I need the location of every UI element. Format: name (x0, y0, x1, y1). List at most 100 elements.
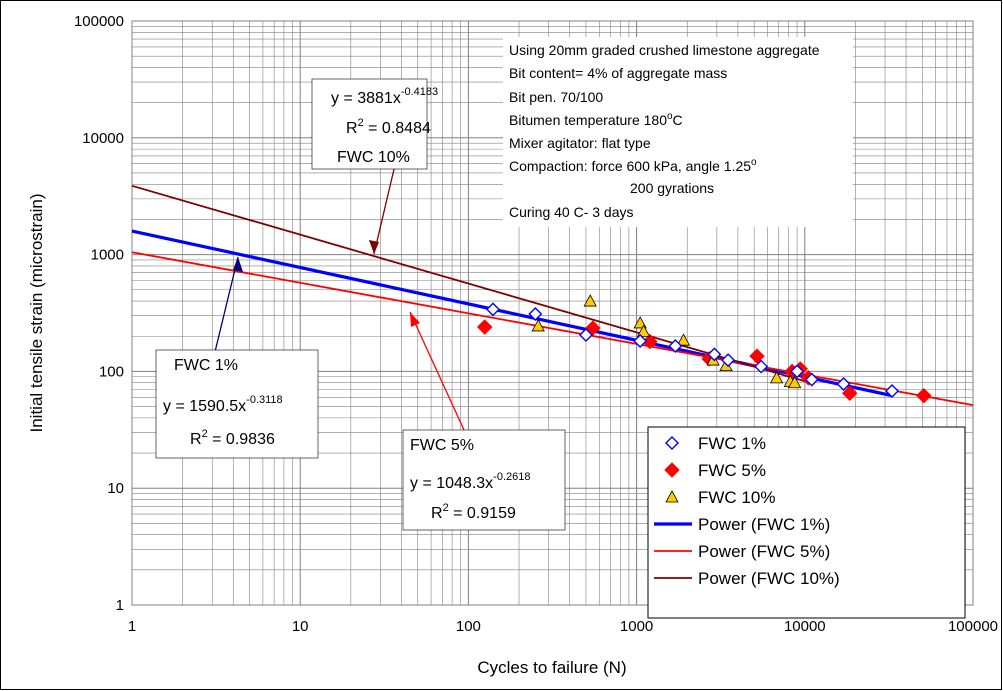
fwc1-annotation-bg (155, 349, 319, 459)
note-line-6: Compaction: force 600 kPa, angle 1.25o (509, 157, 757, 174)
fwc5-eq-main: y = 1048.3x (410, 475, 493, 492)
fwc10-arrowhead (369, 240, 379, 254)
fwc10-eq-exp: -0.4183 (401, 86, 438, 98)
note-line-4-sup: o (667, 111, 673, 122)
point-filled-diamond (916, 387, 932, 404)
trendline-fwc5 (131, 251, 974, 406)
fwc5-label: FWC 5% (410, 437, 474, 454)
x-tick-label: 1 (128, 618, 136, 635)
fwc10-annotation: y = 3881x-0.4183 R2 = 0.8484 FWC 10% (311, 78, 438, 170)
fwc5-eq-exp: -0.2618 (493, 471, 530, 483)
point-triangle (531, 319, 545, 332)
notes-box-bg (503, 37, 853, 227)
point-open-diamond (528, 307, 543, 321)
note-line-4: Bitumen temperature 180oC (509, 111, 683, 128)
y-tick-label: 10 (107, 480, 124, 497)
legend-entry-label: FWC 1% (698, 434, 766, 453)
fwc1-eq-main: y = 1590.5x (163, 398, 246, 415)
fwc5-annotation: FWC 5% y = 1048.3x-0.2618 R2 = 0.9159 (402, 429, 566, 531)
fwc10-r2-value: = 0.8484 (364, 120, 431, 137)
y-tick-label: 10000 (82, 130, 124, 147)
y-tick-label: 100000 (74, 13, 124, 30)
x-tick-label: 10000 (784, 618, 826, 635)
annotation-arrows (212, 164, 465, 431)
legend-symbol (664, 462, 680, 478)
point-open-diamond (578, 327, 593, 342)
fwc1-annotation: FWC 1% y = 1590.5x-0.3118 R2 = 0.9836 (155, 349, 319, 459)
note-line-7: 200 gyrations (630, 180, 714, 196)
tick-labels: 1 10 100 1000 10000 100000 1 10 100 1000 10000 1000… (74, 13, 998, 635)
fwc5-r2-label: R (431, 505, 443, 522)
point-open-diamond (668, 339, 683, 353)
note-line-1: Using 20mm graded crushed limestone aggr… (509, 42, 820, 58)
legend-symbol (665, 490, 679, 503)
point-open-diamond (804, 372, 819, 387)
y-tick-label: 1000 (91, 247, 124, 264)
fwc1-label: FWC 1% (174, 357, 238, 374)
note-line-6-text: Compaction: force 600 kPa, angle 1.25 (509, 158, 751, 174)
point-open-diamond (707, 347, 722, 362)
fwc1-arrowhead (233, 257, 243, 272)
fwc1-r2-label: R (190, 431, 202, 448)
fwc10-equation: y = 3881x-0.4183 (331, 86, 438, 107)
note-line-4-unit: C (673, 112, 683, 128)
point-open-diamond (754, 359, 769, 374)
y-tick-label: 100 (99, 363, 124, 380)
legend-entry-label: FWC 10% (698, 488, 775, 507)
point-open-diamond (485, 302, 500, 317)
fwc1-r2-value: = 0.9836 (208, 431, 275, 448)
fwc1-equation: y = 1590.5x-0.3118 (163, 394, 283, 415)
fwc5-r2: R2 = 0.9159 (431, 502, 516, 522)
note-line-3: Bit pen. 70/100 (509, 89, 603, 105)
notes-box: Using 20mm graded crushed limestone aggr… (503, 37, 853, 227)
fwc5-arrowhead (410, 312, 420, 327)
point-triangle (633, 316, 647, 329)
point-triangle (583, 294, 597, 307)
y-axis-label: Initial tensile strain (microstrain) (27, 193, 46, 432)
x-axis-label: Cycles to failure (N) (477, 658, 626, 677)
trendline-fwc10 (131, 184, 806, 383)
point-open-diamond (790, 364, 805, 379)
legend-entry-label: Power (FWC 5%) (698, 542, 830, 561)
point-triangle (769, 371, 784, 384)
fwc1-r2: R2 = 0.9836 (190, 428, 275, 448)
fwc5-r2-value: = 0.9159 (449, 505, 516, 522)
note-line-5: Mixer agitator: flat type (509, 135, 651, 151)
fwc5-annotation-bg (402, 429, 566, 531)
data-points (476, 294, 932, 404)
note-line-4-text: Bitumen temperature 180 (509, 112, 667, 128)
fwc5-arrow (409, 311, 465, 431)
fwc10-r2-label: R (346, 120, 358, 137)
point-filled-diamond (842, 385, 858, 401)
point-triangle (787, 375, 802, 389)
fwc1-eq-exp: -0.3118 (246, 394, 283, 406)
legend-entry-label: Power (FWC 1%) (698, 515, 830, 534)
x-tick-label: 10 (292, 618, 309, 635)
note-line-8: Curing 40 C- 3 days (509, 204, 634, 220)
fwc5-equation: y = 1048.3x-0.2618 (410, 471, 530, 492)
point-open-diamond (836, 377, 851, 391)
point-triangle (676, 333, 691, 346)
fwc10-annotation-bg (311, 78, 428, 170)
note-line-2: Bit content= 4% of aggregate mass (509, 65, 727, 81)
fwc10-eq-main: y = 3881x (331, 90, 401, 107)
x-tick-label: 100000 (948, 618, 998, 635)
note-line-6-sup: o (751, 157, 757, 168)
legend: FWC 1% FWC 5% FWC 10% Power (FWC 1%) Power (… (647, 426, 966, 619)
x-tick-label: 1000 (620, 618, 653, 635)
point-filled-diamond (749, 348, 765, 364)
fwc1-r2-sup: 2 (202, 428, 208, 440)
fwc1-arrow (212, 256, 239, 361)
point-triangle (636, 324, 651, 337)
plot-area-border (131, 20, 974, 606)
legend-entry-label: FWC 5% (698, 461, 766, 480)
fwc10-label: FWC 10% (337, 149, 410, 166)
legend-box (647, 426, 966, 619)
fwc10-arrow (373, 164, 396, 255)
point-open-diamond (885, 383, 900, 398)
fwc5-r2-sup: 2 (443, 502, 449, 514)
point-open-diamond (633, 334, 648, 349)
point-filled-diamond (476, 319, 493, 335)
fwc10-r2: R2 = 0.8484 (346, 117, 431, 137)
